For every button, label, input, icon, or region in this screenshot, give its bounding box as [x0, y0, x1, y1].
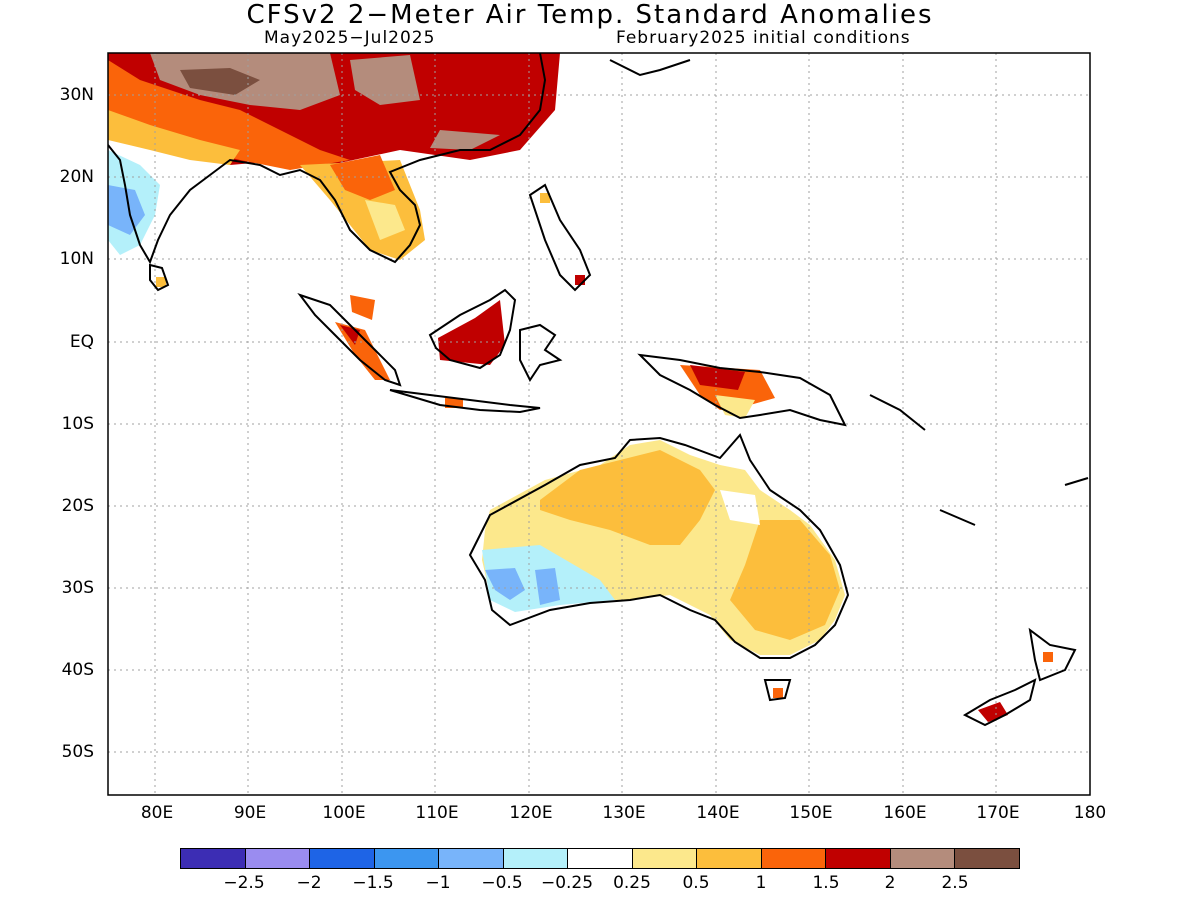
india-north-warm-region: [108, 110, 240, 165]
lon-tick: 160E: [883, 803, 927, 823]
lon-tick: 140E: [696, 803, 740, 823]
new-caledonia-coastline: [939, 509, 976, 526]
anomaly-shading: [108, 53, 1053, 722]
australia-sw-cooler-region: [535, 568, 560, 605]
colorbar-label: −0.5: [481, 873, 523, 893]
japan-coastline: [609, 59, 691, 77]
asia-coastline: [108, 53, 547, 265]
philippines-region: [540, 193, 550, 203]
colorbar-box: [374, 849, 440, 868]
colorbar-box: [503, 849, 569, 868]
indochina-south-region: [365, 200, 405, 240]
china-central-region: [350, 55, 420, 105]
tibet-peak-region: [180, 68, 260, 95]
colorbar-box: [310, 849, 375, 868]
australia-coastline: [468, 433, 850, 659]
lat-tick: 10N: [59, 249, 94, 269]
lat-tick: 50S: [61, 742, 94, 762]
lat-tick: 20N: [59, 167, 94, 187]
indochina-warm-region: [300, 160, 425, 260]
solomon-coastline: [869, 394, 926, 431]
nz-north-region: [1043, 652, 1053, 662]
colorbar-box: [632, 849, 698, 868]
new-guinea-south-region: [715, 395, 755, 418]
australia-east-warmer-region: [730, 520, 840, 640]
lon-tick: 170E: [976, 803, 1020, 823]
colorbar-label: −1.5: [352, 873, 394, 893]
mindanao-region: [575, 275, 585, 285]
java-coastline: [389, 389, 541, 414]
colorbar-box: [245, 849, 311, 868]
borneo-warm-region: [438, 300, 505, 365]
colorbar-label: 2.5: [941, 873, 969, 893]
india-cooler-region: [108, 185, 145, 235]
himalaya-warm-region: [108, 60, 350, 170]
indochina-north-region: [330, 155, 395, 200]
plot-frame: [107, 52, 1091, 796]
colorbar-box: [697, 849, 762, 868]
colorbar-box: [955, 849, 1019, 868]
initial-conditions: February2025 initial conditions: [616, 28, 911, 48]
sri-lanka-region: [156, 277, 166, 287]
lon-tick: 150E: [789, 803, 833, 823]
sulawesi-coastline: [519, 323, 563, 382]
colorbar-box: [568, 849, 633, 868]
fiji-coastline: [1064, 477, 1089, 486]
sumatra-coastline: [297, 293, 402, 387]
lon-tick: 90E: [233, 803, 267, 823]
china-east-region: [430, 130, 500, 150]
colorbar-box: [890, 849, 956, 868]
lon-tick: 180: [1073, 803, 1107, 823]
tasmania-region: [773, 688, 783, 698]
nz-north-island-coastline: [1028, 627, 1077, 682]
java-region: [445, 398, 463, 408]
australia-neutral-region: [720, 490, 760, 525]
australia-west-cooler-region: [485, 568, 525, 600]
colorbar-label: 1: [755, 873, 767, 893]
lat-tick: 30N: [59, 85, 94, 105]
map-title: CFSv2 2−Meter Air Temp. Standard Anomali…: [246, 0, 934, 30]
nz-south-island-coastline: [962, 678, 1037, 727]
colorbar-label: 0.5: [682, 873, 710, 893]
new-guinea-hot-region: [690, 365, 745, 390]
lat-tick: 20S: [61, 496, 94, 516]
lat-tick: 30S: [61, 578, 94, 598]
colorbar-label: −1: [425, 873, 451, 893]
colorbar-label: −0.25: [540, 873, 594, 893]
forecast-period: May2025−Jul2025: [264, 28, 436, 48]
australia-north-warmer-region: [540, 450, 715, 545]
colorbar-label: 1.5: [812, 873, 840, 893]
lon-tick: 100E: [322, 803, 366, 823]
coastlines: [108, 53, 1089, 727]
colorbar-box: [761, 849, 827, 868]
sri-lanka-coastline: [149, 263, 170, 292]
colorbar: [180, 848, 1020, 869]
colorbar-label: −2: [296, 873, 322, 893]
borneo-coastline: [428, 288, 517, 370]
philippines-coastline: [528, 183, 592, 292]
lon-tick: 130E: [602, 803, 646, 823]
tasmania-coastline: [763, 679, 792, 702]
colorbar-box: [826, 849, 891, 868]
lon-tick: 80E: [140, 803, 174, 823]
lon-tick: 110E: [415, 803, 459, 823]
colorbar-box: [439, 849, 504, 868]
colorbar-label: −2.5: [223, 873, 265, 893]
gridlines: [108, 53, 1090, 795]
colorbar-label: 0.25: [613, 873, 651, 893]
lat-tick: EQ: [69, 332, 94, 352]
lat-tick: 40S: [61, 660, 94, 680]
lat-tick: 10S: [61, 414, 94, 434]
colorbar-label: 2: [884, 873, 896, 893]
new-guinea-coastline: [637, 353, 847, 427]
lon-tick: 120E: [509, 803, 553, 823]
sumatra-north-region: [350, 295, 375, 320]
colorbar-box: [181, 849, 246, 868]
